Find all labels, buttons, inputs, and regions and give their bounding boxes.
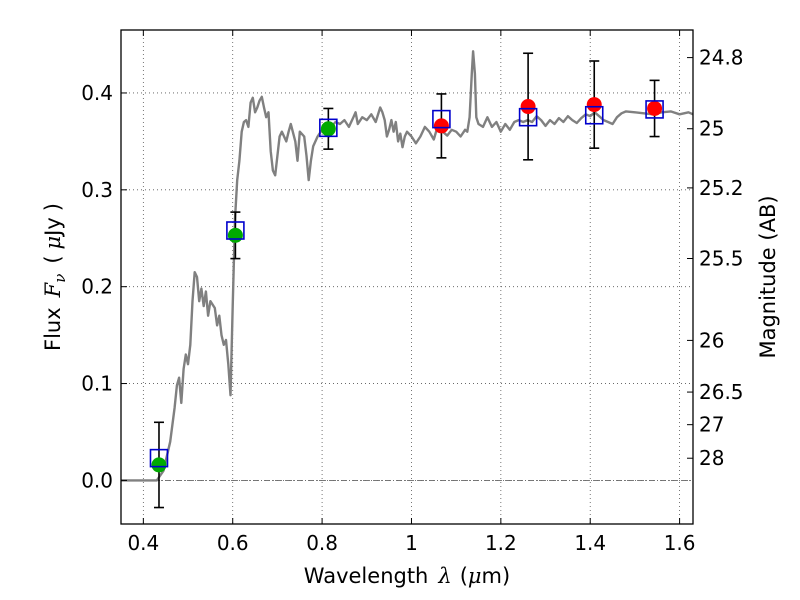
x-tick-label: 0.6 xyxy=(217,531,249,555)
magnitude-tick-label: 27 xyxy=(699,413,724,437)
x-tick-label: 1.2 xyxy=(485,531,517,555)
data-points xyxy=(149,52,664,509)
observed-point xyxy=(520,99,536,115)
model-band-square xyxy=(518,107,538,127)
model-band-square xyxy=(584,105,604,125)
y-tick-label: 0.0 xyxy=(81,468,113,492)
observed-point xyxy=(433,118,449,134)
magnitude-tick-label: 25 xyxy=(699,117,724,141)
y-tick-label: 0.2 xyxy=(81,275,113,299)
y-axis-label: FluxFν(μJy) xyxy=(41,203,69,351)
plot-frame xyxy=(120,29,694,525)
observed-point xyxy=(586,97,602,113)
observed-point xyxy=(647,100,663,116)
grid-lines xyxy=(121,30,693,524)
model-band-square xyxy=(645,100,664,119)
x-tick-label: 0.4 xyxy=(127,531,159,555)
model-band-square xyxy=(226,221,245,240)
x-tick-label: 1.6 xyxy=(664,531,696,555)
magnitude-tick-label: 26.5 xyxy=(699,380,744,404)
model-band-square xyxy=(319,118,338,138)
axis-ticks: 0.4 0.6 0.8 1 1.2 1.4 1.6 0.0 0.1 0.2 0.3 0.4 24.8 25… xyxy=(81,30,744,555)
observed-point xyxy=(227,227,243,243)
magnitude-tick-label: 25.2 xyxy=(699,176,744,200)
x-axis-label: Wavelength λ (μm) xyxy=(304,564,510,588)
x-tick-label: 0.8 xyxy=(306,531,338,555)
model-band-square xyxy=(149,448,169,468)
x-tick-label: 1 xyxy=(405,531,418,555)
magnitude-axis-label: Magnitude (AB) xyxy=(756,195,780,358)
x-tick-label: 1.4 xyxy=(574,531,606,555)
magnitude-tick-label: 26 xyxy=(699,328,724,352)
observed-point xyxy=(320,121,336,137)
y-tick-label: 0.1 xyxy=(81,372,113,396)
sed-model-line xyxy=(121,50,694,482)
magnitude-tick-label: 25.5 xyxy=(699,247,744,271)
y-tick-label: 0.4 xyxy=(81,81,113,105)
y-tick-label: 0.3 xyxy=(81,178,113,202)
model-band-square xyxy=(432,109,451,129)
observed-point xyxy=(151,457,167,473)
magnitude-tick-label: 28 xyxy=(699,446,724,470)
magnitude-tick-label: 24.8 xyxy=(699,46,744,70)
